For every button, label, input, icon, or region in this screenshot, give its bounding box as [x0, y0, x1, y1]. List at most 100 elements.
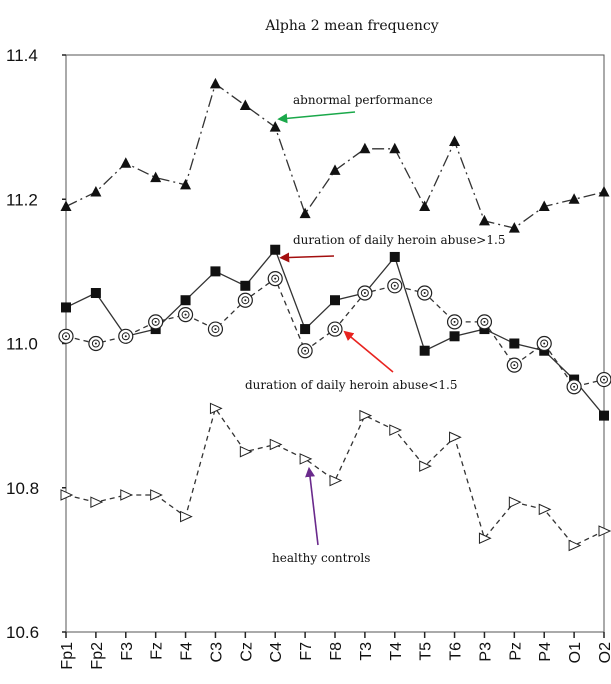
data-point — [177, 307, 194, 323]
data-point — [389, 251, 400, 262]
annotations: abnormal performance duration of daily he… — [245, 93, 505, 565]
data-point — [387, 278, 403, 294]
data-point — [389, 142, 401, 154]
data-point — [150, 489, 163, 501]
data-point — [58, 328, 74, 344]
x-tick-label: T5 — [418, 642, 435, 661]
data-point — [240, 280, 251, 291]
point-center — [124, 335, 127, 338]
point-inner-ring — [181, 310, 190, 319]
data-point — [566, 379, 582, 395]
annotation-abnormal-performance: abnormal performance — [277, 93, 433, 124]
point-center — [393, 284, 396, 287]
data-point — [120, 489, 133, 501]
data-point — [509, 338, 520, 349]
data-point — [568, 193, 580, 204]
data-point — [449, 431, 462, 444]
data-point — [237, 292, 253, 308]
point-center — [274, 277, 277, 280]
y-tick-label: 10.8 — [6, 479, 39, 498]
series-healthy-controls — [60, 402, 611, 552]
point-center — [65, 335, 67, 338]
point-inner-ring — [540, 339, 549, 348]
point-inner-ring — [121, 332, 130, 341]
data-point — [267, 270, 283, 287]
x-tick-label: O2 — [597, 642, 611, 663]
y-tick-label: 11.0 — [6, 335, 38, 354]
point-inner-ring — [420, 289, 429, 298]
series-abnormal-performance — [60, 77, 610, 233]
point-inner-ring — [510, 361, 519, 370]
data-point — [269, 121, 281, 132]
x-tick-label: O1 — [567, 642, 584, 663]
x-tick-label: C3 — [208, 642, 225, 663]
data-point — [210, 266, 221, 277]
series-duration-of-daily-heroin-abuse-1-5 — [58, 270, 611, 395]
point-inner-ring — [151, 317, 160, 326]
data-point — [90, 288, 101, 299]
data-point — [419, 200, 431, 211]
annotation-arrow — [343, 330, 394, 373]
data-point — [90, 496, 104, 508]
point-center — [244, 299, 247, 302]
data-point — [300, 324, 311, 335]
point-inner-ring — [480, 317, 489, 326]
data-point — [508, 496, 522, 508]
data-point — [419, 345, 430, 356]
y-tick-label: 11.4 — [6, 46, 38, 65]
point-center — [94, 342, 97, 345]
data-point — [61, 302, 71, 313]
data-point — [239, 99, 251, 110]
data-point — [150, 171, 162, 183]
x-tick-label: Cz — [238, 642, 255, 662]
point-center — [184, 313, 187, 316]
data-point — [419, 460, 432, 472]
plot-border — [65, 54, 605, 633]
point-inner-ring — [570, 382, 579, 391]
point-center — [453, 320, 456, 323]
data-point — [148, 314, 164, 330]
data-point — [598, 186, 610, 197]
series-line — [65, 406, 605, 547]
point-inner-ring — [600, 375, 608, 384]
x-tick-label: Fp1 — [59, 642, 76, 670]
series-layer — [58, 77, 611, 552]
data-point — [329, 474, 343, 487]
point-center — [154, 320, 157, 323]
point-inner-ring — [91, 339, 100, 348]
data-point — [180, 510, 193, 523]
chart-title: Alpha 2 mean frequency — [264, 18, 438, 34]
data-point — [536, 335, 552, 352]
data-point — [327, 321, 343, 337]
x-tick-label: F8 — [328, 642, 345, 661]
data-point — [599, 410, 609, 421]
point-center — [513, 364, 516, 367]
point-center — [363, 292, 366, 295]
annotation-label: healthy controls — [272, 551, 370, 565]
data-point — [506, 357, 522, 373]
point-center — [573, 385, 576, 388]
data-point — [568, 539, 582, 552]
point-inner-ring — [301, 346, 310, 355]
annotation-duration-of-daily-heroin-abuse-1-5: duration of daily heroin abuse>1.5 — [279, 233, 505, 263]
data-point — [449, 135, 461, 147]
plot-frame — [65, 54, 605, 633]
point-inner-ring — [271, 274, 280, 283]
data-point — [596, 371, 611, 388]
data-point — [508, 222, 520, 233]
annotation-arrow — [277, 111, 356, 124]
x-axis: Fp1 Fp2 F3 Fz F4 C3 Cz C4 F7 F8 T3 T4 T5 T6 P3 Pz P4 O1 O2 — [59, 632, 611, 670]
y-axis: 10.6 10.8 11.0 11.2 11.4 — [6, 46, 66, 642]
data-point — [209, 402, 223, 415]
data-point — [239, 445, 253, 458]
data-point — [449, 331, 460, 342]
data-point — [329, 164, 341, 175]
point-inner-ring — [211, 325, 220, 334]
annotation-label: abnormal performance — [293, 93, 433, 107]
data-point — [359, 409, 373, 422]
annotation-arrow — [279, 252, 335, 263]
x-tick-label: T6 — [448, 642, 465, 661]
point-inner-ring — [331, 325, 339, 334]
x-tick-label: Fz — [149, 642, 166, 660]
data-point — [417, 285, 433, 301]
